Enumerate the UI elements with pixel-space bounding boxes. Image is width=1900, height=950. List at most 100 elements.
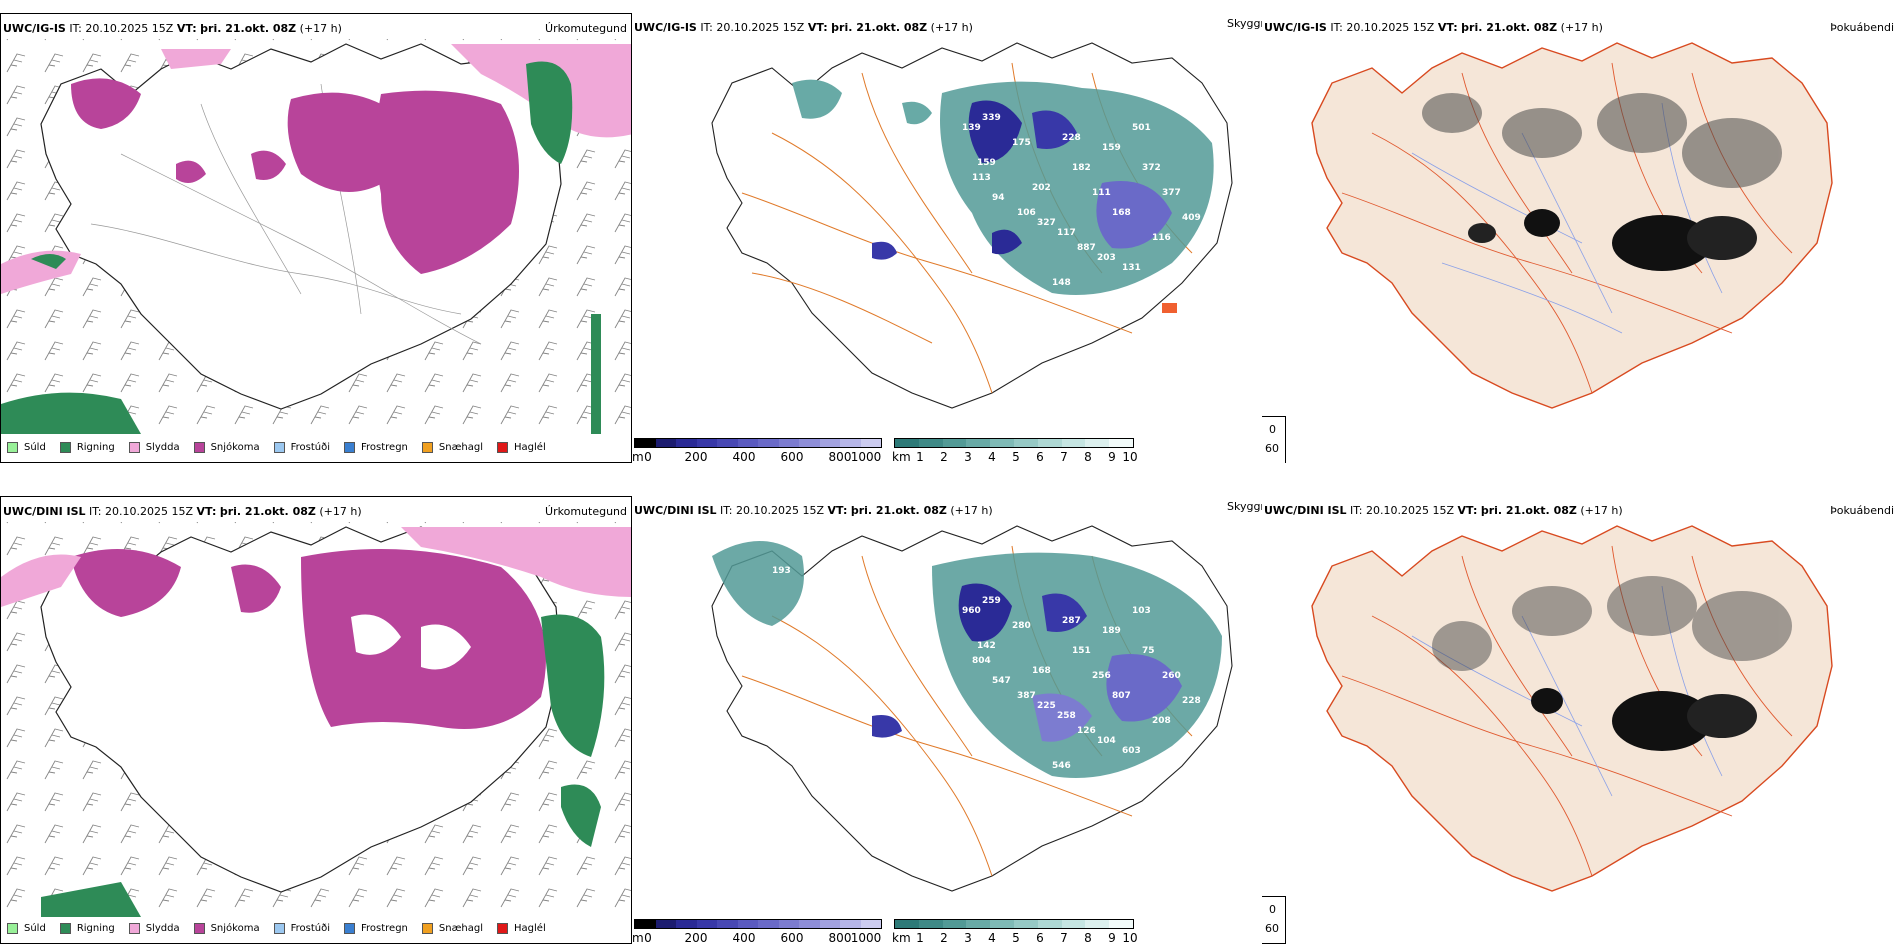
colorbar-tick: 5 [1012,450,1020,463]
colorbar-tick: 9 [1108,450,1116,463]
colorbar-tick: 5 [1012,931,1020,944]
colorbar-tick: 0 [644,931,652,944]
visibility-value-label: 94 [992,193,1005,203]
visibility-value-label: 807 [1112,691,1131,701]
visibility-value-label: 387 [1017,691,1036,701]
colorbar-tick: 2 [940,931,948,944]
colorbar-tick: 1 [916,931,924,944]
visibility-value-label: 168 [1032,666,1051,676]
visibility-value-label: 259 [982,596,1001,606]
colorbar-tick: 2 [940,450,948,463]
visibility-value-label: 203 [1097,253,1116,263]
legend-item: Frostregn [344,923,408,934]
visibility-value-label: 208 [1152,716,1171,726]
colorbar-tick: 600 [780,931,804,944]
colorbar-tick: 3 [964,450,972,463]
visibility-value-label: 117 [1057,228,1076,238]
visibility-value-label: 103 [1132,606,1151,616]
visibility-value-label: 287 [1062,616,1081,626]
visibility-value-label: 960 [962,606,981,616]
legend-item: Snæhagl [421,442,483,453]
visibility-value-label: 182 [1072,163,1091,173]
colorbar-tick: 6 [1036,450,1044,463]
visibility-value-label: 113 [972,173,991,183]
colorbar-tick: 1000 [850,450,882,463]
colorbar-tick: 9 [1108,931,1116,944]
legend-item: Snjókoma [193,923,260,934]
colorbar-tick: 10 [1122,450,1138,463]
panel-header: UWC/IG-IS IT: 20.10.2025 15Z VT: þri. 21… [1264,21,1603,34]
colorbar-unit: km [892,450,911,463]
colorbar-tick: 600 [780,450,804,463]
visibility-value-label: 372 [1142,163,1161,173]
legend-item: Súld [7,923,46,934]
precip-panel-bottom: UWC/DINI ISL IT: 20.10.2025 15Z VT: þri.… [0,496,632,944]
legend-item: Frostúði [273,442,330,453]
legend-item: Snjókoma [193,442,260,453]
visibility-panel-bottom: UWC/DINI ISL IT: 20.10.2025 15Z VT: þri.… [632,496,1262,944]
colorbar-tick: 10 [1122,931,1138,944]
colorbar-tick: 4 [988,931,996,944]
colorbar-tick: 8 [1084,450,1092,463]
visibility-value-label: 126 [1077,726,1096,736]
visibility-value-label: 228 [1182,696,1201,706]
colorbar-tick: 800 [828,931,852,944]
visibility-value-label: 546 [1052,761,1071,771]
visibility-value-label: 501 [1132,123,1151,133]
colorbar-unit: m [632,450,644,463]
visibility-value-label: 148 [1052,278,1071,288]
colorbar-tick: 7 [1060,931,1068,944]
panel-header: UWC/DINI ISL IT: 20.10.2025 15Z VT: þri.… [3,505,362,518]
visibility-value-label: 131 [1122,263,1141,273]
visibility-value-label: 142 [977,641,996,651]
panel-title: Þokuábendi [1830,21,1894,34]
visibility-value-label: 804 [972,656,991,666]
visibility-value-label: 159 [977,158,996,168]
visibility-value-label: 75 [1142,646,1155,656]
visibility-value-label: 175 [1012,138,1031,148]
visibility-value-label: 256 [1092,671,1111,681]
legend-item: Haglél [497,442,546,453]
legend-item: Rigning [59,923,115,934]
visibility-value-label: 151 [1072,646,1091,656]
panel-header: UWC/IG-IS IT: 20.10.2025 15Z VT: þri. 21… [3,22,342,35]
visibility-value-label: 168 [1112,208,1131,218]
precip-panel-top: UWC/IG-IS IT: 20.10.2025 15Z VT: þri. 21… [0,13,632,463]
visibility-value-label: 97 [772,83,785,93]
visibility-panel-top: UWC/IG-IS IT: 20.10.2025 15Z VT: þri. 21… [632,13,1262,463]
visibility-value-label: 887 [1077,243,1096,253]
legend-item: Haglél [497,923,546,934]
colorbar-tick: 0 [644,450,652,463]
visibility-value-label: 258 [1057,711,1076,721]
visibility-value-label: 111 [1092,188,1111,198]
precip-legend: Súld Rigning Slydda Snjókoma Frostúði Fr… [7,442,560,453]
visibility-value-label: 139 [962,123,981,133]
fog-panel-bottom: UWC/DINI ISL IT: 20.10.2025 15Z VT: þri.… [1262,496,1900,944]
panel-header: UWC/DINI ISL IT: 20.10.2025 15Z VT: þri.… [634,504,993,517]
fog-panel-top: UWC/IG-IS IT: 20.10.2025 15Z VT: þri. 21… [1262,13,1900,463]
fog-legend: 0 60 [1262,896,1286,944]
legend-item: Frostregn [344,442,408,453]
visibility-value-label: 409 [1182,213,1201,223]
visibility-value-label: 193 [772,566,791,576]
colorbar-unit: km [892,931,911,944]
legend-item: Súld [7,442,46,453]
visibility-value-label: 228 [1062,133,1081,143]
visibility-value-label: 116 [1152,233,1171,243]
visibility-value-label: 260 [1162,671,1181,681]
panel-title: Úrkomutegund [545,505,627,518]
visibility-value-label: 280 [1012,621,1031,631]
panel-title: Þokuábendi [1830,504,1894,517]
colorbar-tick: 400 [732,450,756,463]
colorbar-tick: 200 [684,450,708,463]
legend-item: Snæhagl [421,923,483,934]
visibility-value-label: 104 [1097,736,1116,746]
panel-title: Skyggni [1227,17,1262,30]
visibility-value-label: 202 [1032,183,1051,193]
visibility-value-label: 189 [1102,626,1121,636]
visibility-value-label: 106 [1017,208,1036,218]
legend-item: Rigning [59,442,115,453]
colorbar-tick: 3 [964,931,972,944]
colorbar-tick: 1000 [850,931,882,944]
colorbar-tick: 800 [828,450,852,463]
